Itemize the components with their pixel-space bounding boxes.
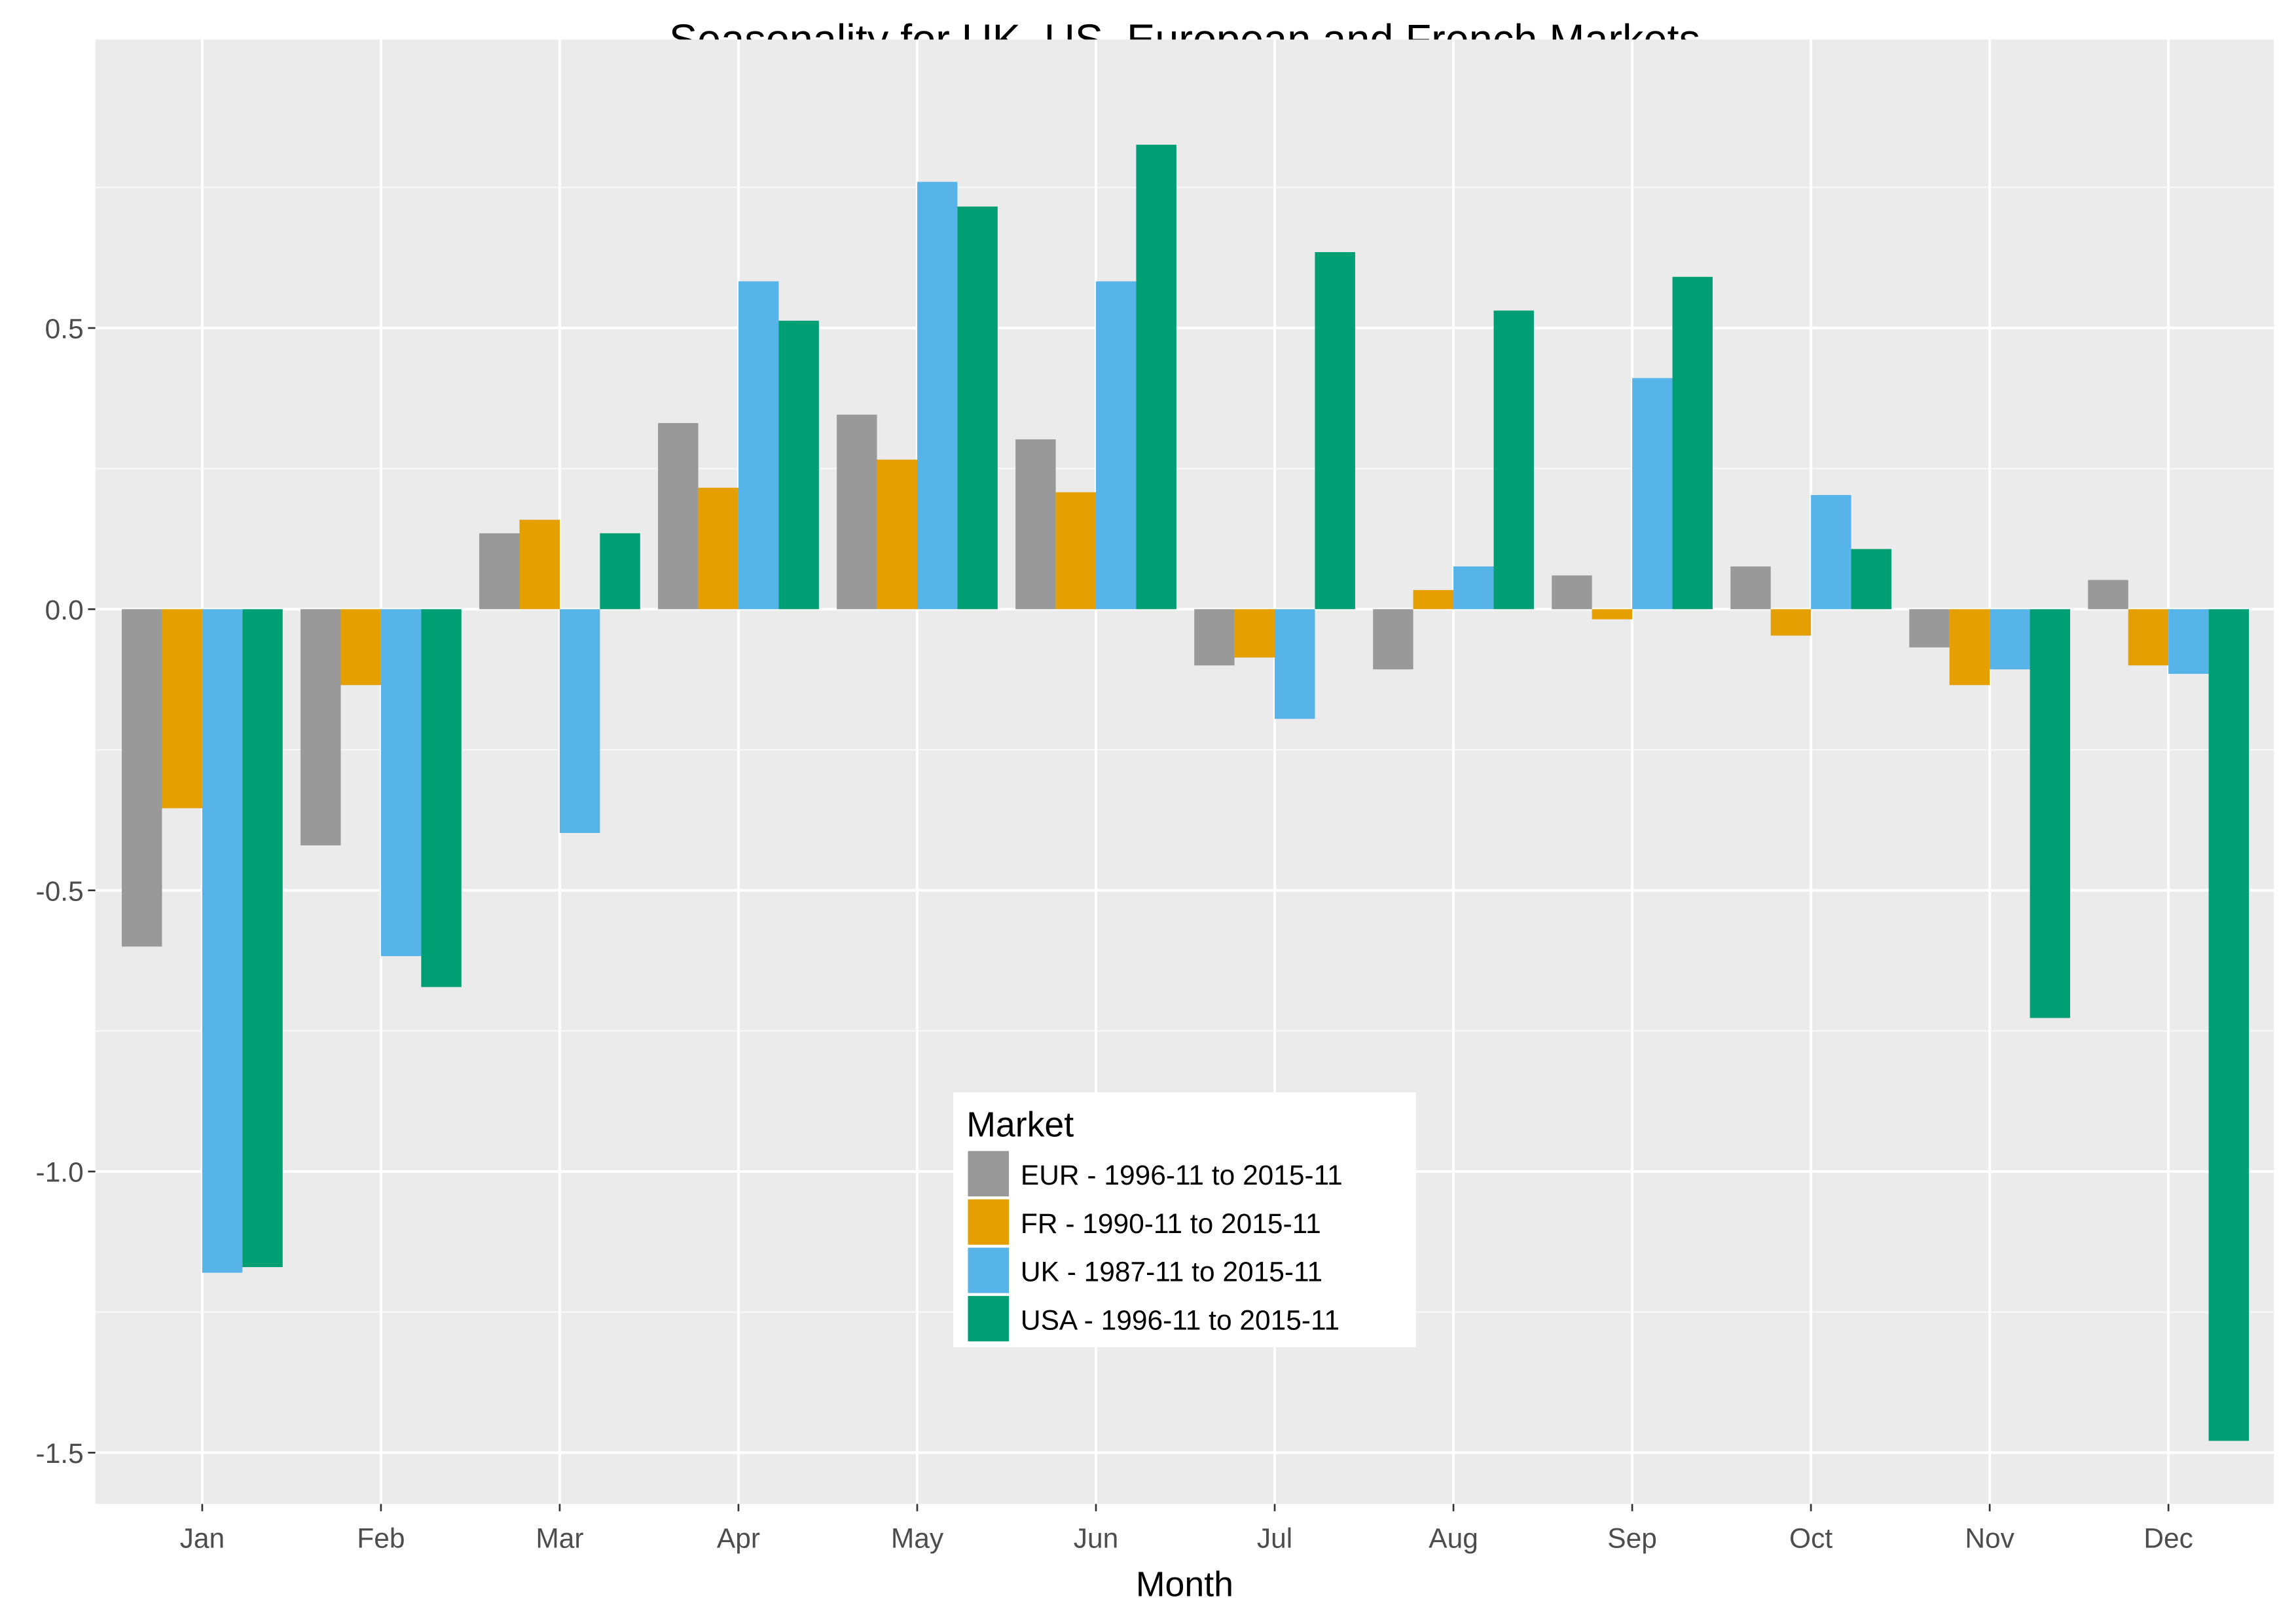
y-tick-label: -1.5 — [36, 1439, 84, 1469]
legend-label: USA - 1996-11 to 2015-11 — [1021, 1306, 1339, 1337]
x-axis: Jan Feb Mar Apr May Jun Jul Aug Sep Oct Nov Dec — [180, 1504, 2193, 1555]
y-tick-label: -1.0 — [36, 1158, 84, 1189]
bar-oct-fr — [1770, 609, 1812, 636]
x-tick-label: Jan — [180, 1524, 225, 1555]
bar-may-fr — [877, 459, 917, 610]
bar-oct-usa — [1851, 549, 1891, 610]
x-tick-label: Sep — [1607, 1524, 1657, 1555]
bar-mar-fr — [519, 519, 560, 610]
y-tick-label: 0.5 — [45, 314, 84, 345]
bar-sep-fr — [1592, 609, 1633, 619]
bar-feb-uk — [380, 609, 422, 957]
legend-label: UK - 1987-11 to 2015-11 — [1021, 1257, 1322, 1288]
x-tick-label: Feb — [357, 1524, 405, 1555]
bar-jul-usa — [1315, 251, 1355, 610]
bar-jul-uk — [1275, 609, 1315, 719]
x-tick-label: Dec — [2143, 1524, 2193, 1555]
bar-nov-fr — [1949, 609, 1990, 686]
y-tick-label: 0.0 — [45, 595, 84, 626]
bar-apr-usa — [778, 320, 819, 610]
legend-swatch — [968, 1247, 1010, 1293]
bar-aug-eur — [1373, 609, 1413, 670]
bar-jun-usa — [1136, 144, 1176, 610]
bar-dec-eur — [2088, 580, 2128, 610]
bar-apr-eur — [658, 423, 699, 610]
x-tick-label: Jul — [1257, 1524, 1292, 1555]
y-tick-label: -0.5 — [36, 876, 84, 907]
bar-sep-uk — [1632, 378, 1673, 610]
y-axis: -1.5 -1.0 -0.5 0.0 0.5 — [36, 314, 96, 1469]
bar-jan-eur — [122, 609, 162, 947]
bar-aug-uk — [1453, 566, 1494, 610]
bar-sep-eur — [1552, 575, 1592, 610]
bar-jul-fr — [1234, 609, 1275, 658]
x-tick-label: Apr — [717, 1524, 760, 1555]
legend-title: Market — [966, 1105, 1074, 1144]
bar-apr-uk — [738, 281, 779, 610]
bar-apr-fr — [698, 487, 738, 610]
bar-jan-uk — [202, 609, 243, 1273]
bar-jun-fr — [1055, 492, 1097, 610]
bar-jan-usa — [242, 609, 283, 1267]
bars — [122, 144, 2250, 1441]
bar-may-eur — [837, 415, 877, 610]
bar-jun-eur — [1015, 439, 1056, 610]
x-tick-label: Jun — [1074, 1524, 1118, 1555]
bar-feb-fr — [340, 609, 381, 686]
x-tick-label: Aug — [1429, 1524, 1478, 1555]
bar-jun-uk — [1096, 281, 1137, 610]
legend-label: EUR - 1996-11 to 2015-11 — [1021, 1160, 1343, 1191]
bar-may-uk — [917, 181, 958, 610]
legend-swatch — [968, 1151, 1010, 1197]
bar-dec-usa — [2208, 609, 2250, 1441]
legend-box — [953, 1092, 1416, 1348]
legend-label: FR - 1990-11 to 2015-11 — [1021, 1209, 1321, 1240]
bar-mar-eur — [479, 533, 520, 610]
x-tick-label: Mar — [536, 1524, 583, 1555]
bar-dec-uk — [2168, 609, 2209, 674]
bar-mar-usa — [600, 533, 640, 610]
bar-nov-uk — [1990, 609, 2030, 670]
legend-swatch — [968, 1296, 1010, 1342]
bar-mar-uk — [559, 609, 600, 834]
bar-oct-eur — [1730, 566, 1771, 610]
bar-nov-usa — [2030, 609, 2071, 1018]
bar-aug-usa — [1493, 310, 1534, 610]
x-tick-label: May — [891, 1524, 944, 1555]
bar-aug-fr — [1413, 590, 1454, 610]
legend-swatch — [968, 1199, 1010, 1245]
bar-feb-usa — [421, 609, 462, 987]
bar-jul-eur — [1194, 609, 1235, 666]
bar-jan-fr — [162, 609, 202, 809]
bar-feb-eur — [301, 609, 341, 845]
x-axis-title: Month — [1136, 1565, 1233, 1604]
bar-sep-usa — [1672, 276, 1713, 610]
x-tick-label: Oct — [1789, 1524, 1832, 1555]
bar-nov-eur — [1909, 609, 1950, 648]
x-tick-label: Nov — [1965, 1524, 2014, 1555]
bar-oct-uk — [1811, 494, 1851, 610]
legend: Market EUR - 1996-11 to 2015-11 FR - 1990… — [953, 1092, 1416, 1348]
bar-may-usa — [957, 206, 998, 610]
bar-dec-fr — [2128, 609, 2169, 666]
